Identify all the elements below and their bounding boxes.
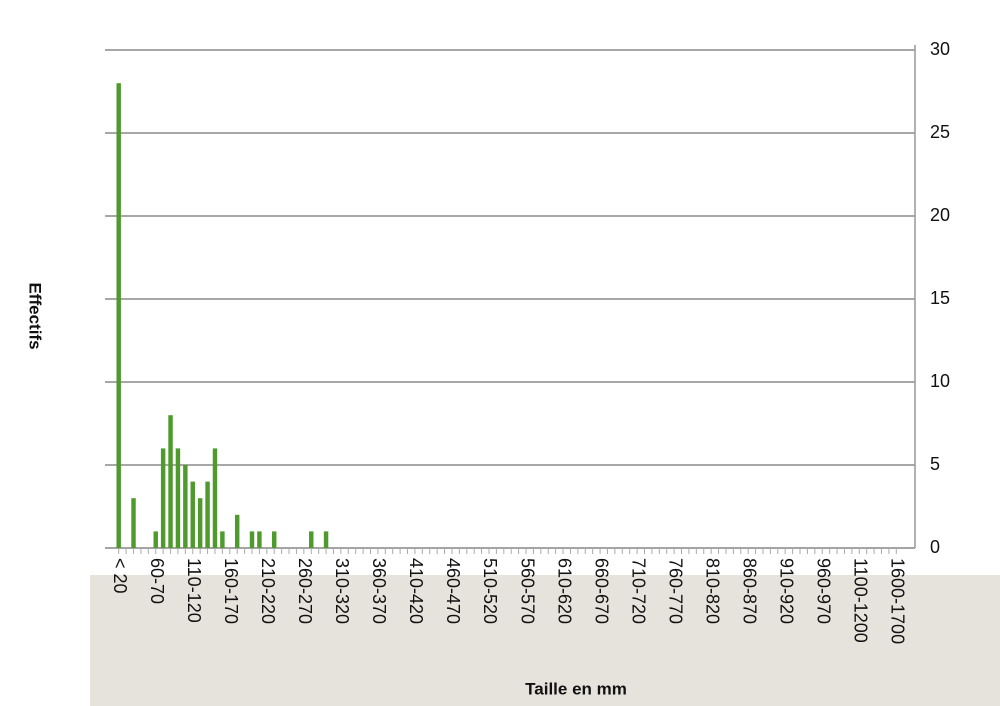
y-tick-label: 0 [930,537,940,557]
x-tick-label: 410-420 [406,558,426,624]
bar [160,448,166,548]
x-tick-label: 860-870 [739,558,759,624]
bar [257,531,262,548]
bar [249,531,255,548]
bar [309,531,314,548]
bar [153,531,158,548]
bar [197,498,203,548]
x-tick-label: 310-320 [332,558,352,624]
bar [272,531,277,548]
bar [116,83,121,548]
x-tick-label: 760-770 [665,558,685,624]
photo-background [90,575,1000,706]
bar [175,448,181,548]
x-tick-label: 60-70 [147,558,167,604]
y-tick-label: 30 [930,39,950,59]
bar [168,415,173,548]
bar [205,481,210,548]
x-tick-label: 810-820 [702,558,722,624]
x-tick-label: 1100-1200 [851,558,871,643]
x-tick-label: 560-570 [517,558,537,624]
bar [131,498,136,548]
y-tick-label: 5 [930,454,940,474]
x-tick-label: 210-220 [258,558,278,624]
x-tick-label: 1600-1700 [888,558,908,644]
x-tick-label: 360-370 [369,558,389,624]
bar [212,448,218,548]
x-tick-label: 960-970 [813,558,833,624]
x-tick-label: 710-720 [628,558,648,624]
bar [323,531,329,548]
bar [220,531,225,548]
bar [190,481,195,548]
y-tick-label: 20 [930,205,950,225]
x-axis-title: Taille en mm [525,679,627,698]
y-tick-label: 15 [930,288,950,308]
x-tick-label: 510-520 [480,558,500,624]
y-axis-title: Effectifs [26,282,45,349]
x-tick-label: 910-920 [776,558,796,624]
y-tick-label: 10 [930,371,950,391]
x-tick-label: < 20 [110,558,130,594]
x-tick-label: 110-120 [184,558,204,623]
bar [183,465,188,548]
x-tick-label: 260-270 [295,558,315,624]
y-tick-label: 25 [930,122,950,142]
x-tick-label: 460-470 [443,558,463,624]
bar [234,514,240,548]
x-tick-label: 160-170 [221,558,241,624]
x-tick-label: 660-670 [591,558,611,624]
x-tick-label: 610-620 [554,558,574,624]
